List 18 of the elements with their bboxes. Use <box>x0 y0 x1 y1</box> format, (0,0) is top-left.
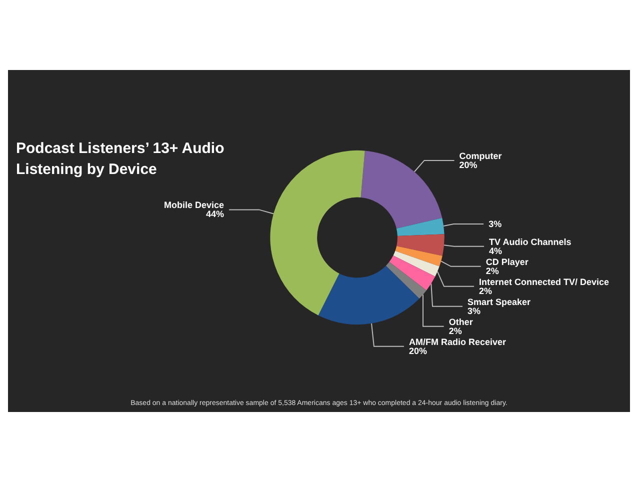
data-label: 2% <box>448 326 462 336</box>
data-label: 2% <box>479 286 492 296</box>
data-label: 20% <box>408 346 427 356</box>
data-label: 20% <box>459 160 478 170</box>
slice-label: AM/FM Radio Receiver <box>408 336 506 347</box>
slice-label: Computer <box>459 150 502 161</box>
chart-title: Podcast Listeners’ 13+ Audio Listening by Device <box>16 139 226 180</box>
slice-label: Mobile Device <box>164 200 224 210</box>
data-label: 4% <box>489 246 502 256</box>
data-label: 2% <box>486 266 499 276</box>
data-label: 3% <box>488 218 502 229</box>
slice-label: CD Player <box>486 256 529 267</box>
slice-label: Other <box>448 316 474 327</box>
slice-label: Smart Speaker <box>468 296 532 307</box>
slice-label: TV Audio Channels <box>489 236 572 247</box>
data-label: 3% <box>468 306 481 316</box>
slice-label: Internet Connected TV/ Device <box>479 276 610 287</box>
data-label: 44% <box>206 209 224 220</box>
